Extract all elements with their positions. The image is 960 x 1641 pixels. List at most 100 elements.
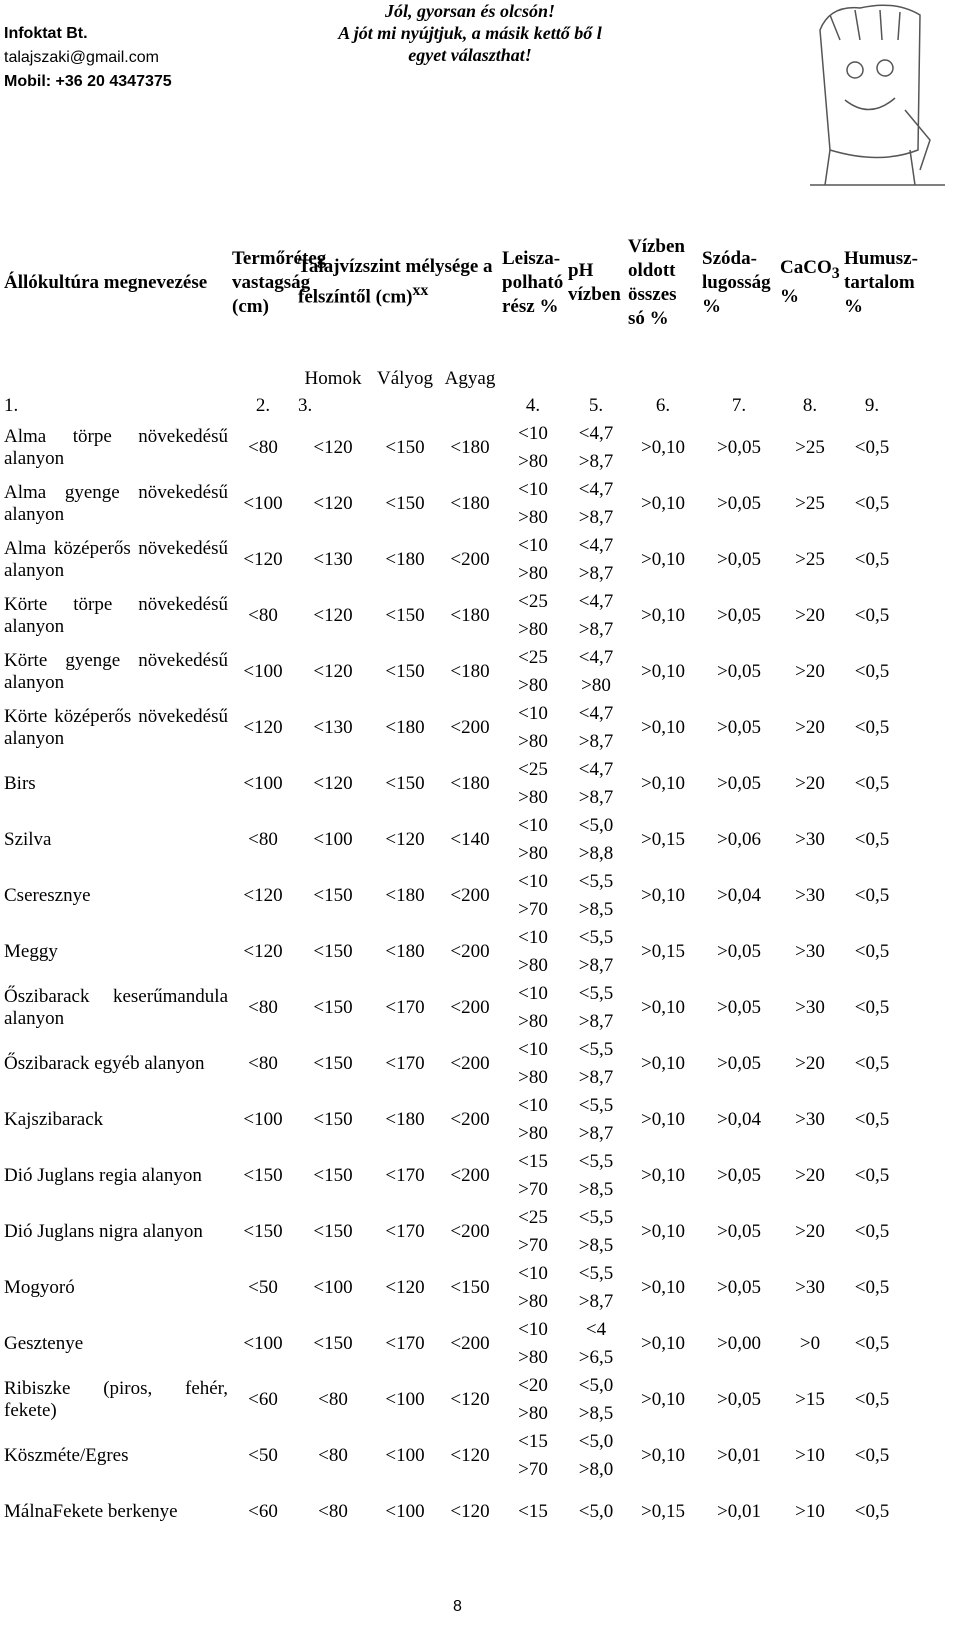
value-cell: <60 <box>248 1389 278 1410</box>
column-header: Humusz-tartalom % <box>844 247 918 317</box>
range-cell: <4,7 >80 <box>566 644 626 700</box>
range-value: <10 <box>518 423 548 444</box>
value-cell: <200 <box>450 1053 490 1074</box>
value-cell: >0,06 <box>717 829 761 850</box>
range-cell: <4,7 >8,7 <box>566 532 626 588</box>
column-number: 1. <box>4 395 19 416</box>
value-cell: <0,5 <box>854 829 890 850</box>
data-row: Cseresznye <120 <150 <180 <200 <10 >70 <5,5 >8,5… <box>2 868 902 924</box>
crop-name: Körte középerős növekedésű alanyon <box>4 706 228 749</box>
range-cell: <10 >80 <box>500 420 566 476</box>
value-cell: >20 <box>795 1053 825 1074</box>
value-cell: <170 <box>385 1221 425 1242</box>
value-cell: <0,5 <box>854 605 890 626</box>
range-cell: <10 >80 <box>500 476 566 532</box>
data-row: Ribiszke (piros, fehér, fekete) <60 <80 <10… <box>2 1372 902 1428</box>
value-cell: >0,05 <box>717 773 761 794</box>
range-value: >8,7 <box>578 1067 614 1088</box>
range-value: >8,7 <box>578 619 614 640</box>
data-row: Szilva <80 <100 <120 <140 <10 >80 <5,0 >8,8 >0,15… <box>2 812 902 868</box>
range-cell: <10 >80 <box>500 980 566 1036</box>
value-cell: >0,15 <box>641 941 685 962</box>
data-row: Köszméte/Egres <50 <80 <100 <120 <15 >70 <5,0 >8… <box>2 1428 902 1484</box>
range-value: <10 <box>518 1319 548 1340</box>
value-cell: <100 <box>243 1333 283 1354</box>
range-value: <10 <box>518 1039 548 1060</box>
range-cell: <5,0 >8,0 <box>566 1428 626 1484</box>
value-cell: >0,10 <box>641 661 685 682</box>
range-value: >8,7 <box>578 563 614 584</box>
range-cell: <25 >80 <box>500 644 566 700</box>
data-row: Alma középerős növekedésű alanyon <120 <13… <box>2 532 902 588</box>
data-row: Mogyoró <50 <100 <120 <150 <10 >80 <5,5 >8,7 >0,1… <box>2 1260 902 1316</box>
header-unit: % <box>780 286 799 308</box>
value-cell: <0,5 <box>854 773 890 794</box>
value-cell: <120 <box>243 941 283 962</box>
range-value: >70 <box>518 899 548 920</box>
crop-name: Köszméte/Egres <box>4 1445 129 1466</box>
column-number: 3. <box>298 395 313 416</box>
range-value: >80 <box>518 843 548 864</box>
value-cell: >20 <box>795 1165 825 1186</box>
value-cell: <100 <box>385 1389 425 1410</box>
header-text: CaCO <box>780 256 832 278</box>
value-cell: <180 <box>385 1109 425 1130</box>
value-cell: >0,05 <box>717 1221 761 1242</box>
crop-name: Mogyoró <box>4 1277 75 1298</box>
range-value: >70 <box>518 1459 548 1480</box>
range-cell: <5,5 >8,7 <box>566 1092 626 1148</box>
empty-cell <box>566 365 626 392</box>
range-cell: <10 >80 <box>500 1316 566 1372</box>
column-number: 7. <box>731 395 747 416</box>
value-cell: <150 <box>313 1109 353 1130</box>
value-cell: <200 <box>450 1109 490 1130</box>
value-cell: <120 <box>450 1445 490 1466</box>
column-number: 2. <box>255 395 271 416</box>
value-cell: >0,05 <box>717 661 761 682</box>
value-cell: <0,5 <box>854 717 890 738</box>
value-cell: <200 <box>450 1221 490 1242</box>
range-cell: <10 >80 <box>500 532 566 588</box>
value-cell: <180 <box>385 885 425 906</box>
value-cell: <200 <box>450 941 490 962</box>
range-value: <25 <box>518 591 548 612</box>
value-cell: <80 <box>248 829 278 850</box>
value-cell: <100 <box>313 1277 353 1298</box>
range-value: >80 <box>518 451 548 472</box>
soil-requirements-table: Állókultúra megnevezése Termőréteg vastag… <box>2 200 918 1540</box>
range-value: >70 <box>518 1235 548 1256</box>
value-cell: <0,5 <box>854 1500 890 1522</box>
range-cell: <10 >80 <box>500 924 566 980</box>
value-cell: >0,10 <box>641 1221 685 1242</box>
crop-name: MálnaFekete berkenye <box>4 1500 178 1522</box>
value-cell: >30 <box>795 941 825 962</box>
column-number: 8. <box>802 395 818 416</box>
range-value: >80 <box>518 1067 548 1088</box>
range-cell: <15 >70 <box>500 1428 566 1484</box>
value-cell: <100 <box>313 829 353 850</box>
value-cell: >0,10 <box>641 1277 685 1298</box>
column-header: Vízben oldott összes só % <box>628 235 685 329</box>
slogan: Jól, gyorsan és olcsón! A jót mi nyújtjuk… <box>300 0 640 66</box>
value-cell: <150 <box>313 885 353 906</box>
range-value: <10 <box>518 703 548 724</box>
range-value: <10 <box>518 1095 548 1116</box>
value-cell: <150 <box>385 437 425 458</box>
range-value: <4 <box>585 1319 607 1340</box>
range-cell: <25 >70 <box>500 1204 566 1260</box>
value-cell: <60 <box>248 1500 278 1522</box>
value-cell: <120 <box>243 717 283 738</box>
value-cell: >15 <box>795 1389 825 1410</box>
range-cell: <10 >70 <box>500 868 566 924</box>
crop-name: Szilva <box>4 829 52 850</box>
range-value: <5,0 <box>578 815 614 836</box>
range-value: >8,7 <box>578 507 614 528</box>
value-cell: >30 <box>795 885 825 906</box>
data-row: Körte törpe növekedésű alanyon <80 <120 <15… <box>2 588 902 644</box>
range-value: >8,7 <box>578 955 614 976</box>
range-value: <4,7 <box>578 647 614 668</box>
value-cell: <80 <box>318 1389 348 1410</box>
range-value: <5,5 <box>578 1095 614 1116</box>
crop-name: Kajszibarack <box>4 1109 104 1130</box>
value-cell: >0,10 <box>641 717 685 738</box>
